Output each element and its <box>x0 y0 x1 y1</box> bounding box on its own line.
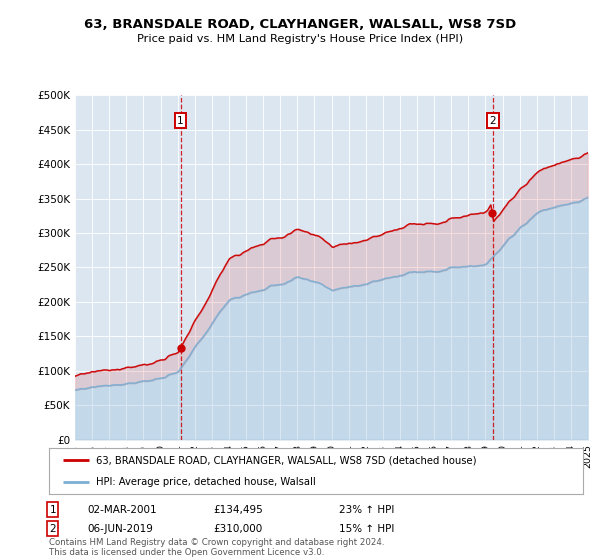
Text: 06-JUN-2019: 06-JUN-2019 <box>87 524 153 534</box>
Text: Price paid vs. HM Land Registry's House Price Index (HPI): Price paid vs. HM Land Registry's House … <box>137 34 463 44</box>
Text: 15% ↑ HPI: 15% ↑ HPI <box>339 524 394 534</box>
Text: 1: 1 <box>49 505 56 515</box>
Text: 1: 1 <box>177 116 184 125</box>
Text: 23% ↑ HPI: 23% ↑ HPI <box>339 505 394 515</box>
Text: 02-MAR-2001: 02-MAR-2001 <box>87 505 157 515</box>
Text: 63, BRANSDALE ROAD, CLAYHANGER, WALSALL, WS8 7SD: 63, BRANSDALE ROAD, CLAYHANGER, WALSALL,… <box>84 18 516 31</box>
Text: 63, BRANSDALE ROAD, CLAYHANGER, WALSALL, WS8 7SD (detached house): 63, BRANSDALE ROAD, CLAYHANGER, WALSALL,… <box>96 455 476 465</box>
Text: £310,000: £310,000 <box>213 524 262 534</box>
Text: 2: 2 <box>490 116 496 125</box>
Text: £134,495: £134,495 <box>213 505 263 515</box>
Text: HPI: Average price, detached house, Walsall: HPI: Average price, detached house, Wals… <box>96 477 316 487</box>
Text: 2: 2 <box>49 524 56 534</box>
Text: Contains HM Land Registry data © Crown copyright and database right 2024.
This d: Contains HM Land Registry data © Crown c… <box>49 538 385 557</box>
